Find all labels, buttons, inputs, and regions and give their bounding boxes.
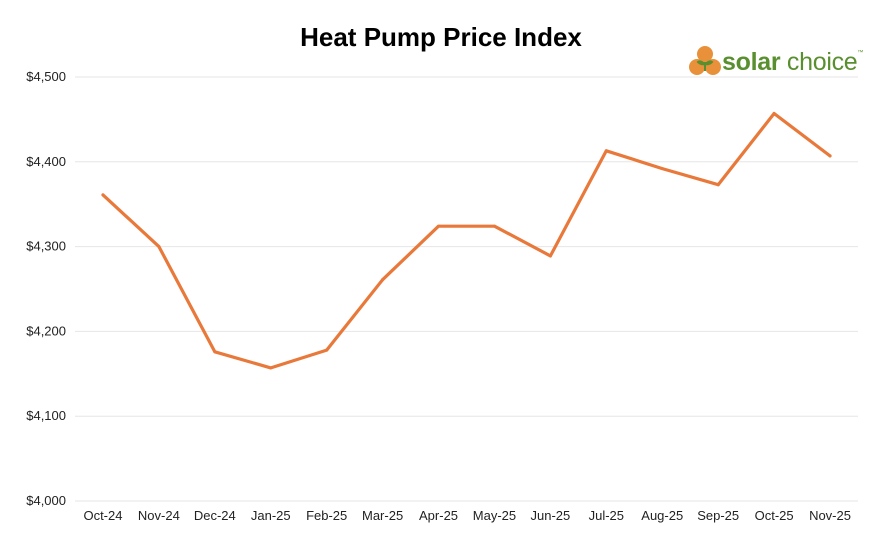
data-point bbox=[381, 278, 385, 282]
logo-trademark: ™ bbox=[857, 50, 864, 56]
data-point bbox=[157, 245, 161, 249]
solar-choice-logo: solar choice ™ bbox=[688, 44, 863, 80]
data-point bbox=[437, 224, 441, 228]
x-tick-label: Aug-25 bbox=[641, 508, 683, 523]
data-point bbox=[828, 154, 832, 158]
x-tick-label: Oct-24 bbox=[83, 508, 122, 523]
data-point bbox=[325, 348, 329, 352]
y-tick-label: $4,000 bbox=[26, 493, 66, 508]
data-point bbox=[213, 350, 217, 354]
data-point bbox=[716, 183, 720, 187]
logo-sun-icon bbox=[689, 46, 721, 75]
y-tick-label: $4,200 bbox=[26, 323, 66, 338]
x-tick-label: May-25 bbox=[473, 508, 516, 523]
x-tick-label: Mar-25 bbox=[362, 508, 403, 523]
series-line bbox=[101, 111, 832, 370]
data-point bbox=[660, 167, 664, 171]
y-tick-label: $4,400 bbox=[26, 154, 66, 169]
x-tick-label: Nov-24 bbox=[138, 508, 180, 523]
y-tick-label: $4,300 bbox=[26, 239, 66, 254]
logo-text-choice: choice bbox=[786, 47, 858, 76]
x-tick-label: Sep-25 bbox=[697, 508, 739, 523]
x-tick-label: Dec-24 bbox=[194, 508, 236, 523]
logo-text-solar: solar bbox=[722, 47, 781, 76]
data-point bbox=[101, 193, 105, 197]
x-tick-label: Nov-25 bbox=[809, 508, 851, 523]
x-tick-label: Oct-25 bbox=[755, 508, 794, 523]
logo-text: solar choice bbox=[722, 47, 858, 76]
data-point bbox=[269, 366, 273, 370]
data-point bbox=[604, 149, 608, 153]
x-tick-label: Apr-25 bbox=[419, 508, 458, 523]
x-tick-label: Jan-25 bbox=[251, 508, 291, 523]
x-tick-label: Jun-25 bbox=[531, 508, 571, 523]
data-point bbox=[548, 254, 552, 258]
y-tick-label: $4,100 bbox=[26, 408, 66, 423]
x-tick-label: Feb-25 bbox=[306, 508, 347, 523]
chart-title: Heat Pump Price Index bbox=[300, 22, 582, 52]
data-point bbox=[772, 111, 776, 115]
y-tick-label: $4,500 bbox=[26, 69, 66, 84]
data-point bbox=[492, 224, 496, 228]
x-tick-label: Jul-25 bbox=[589, 508, 624, 523]
